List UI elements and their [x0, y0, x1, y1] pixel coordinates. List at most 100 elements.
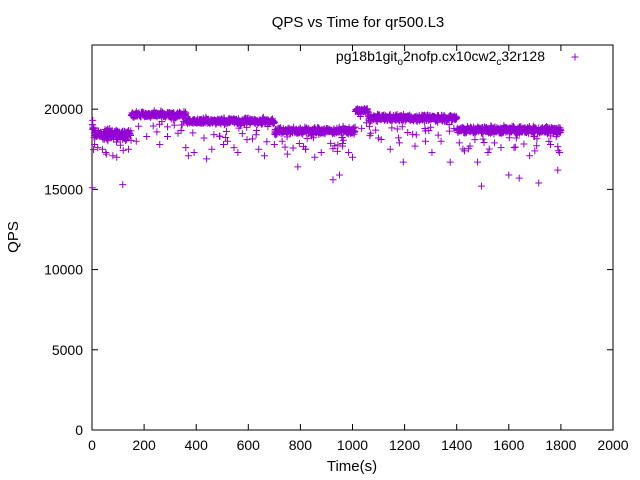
data-point	[338, 133, 346, 141]
legend-label-part: 32r128	[501, 48, 545, 64]
data-point	[445, 127, 453, 135]
data-point	[295, 140, 303, 148]
data-point	[533, 142, 541, 150]
data-point	[554, 147, 562, 155]
data-point-outlier	[437, 137, 445, 145]
y-axis: 0 5000 10000 15000 20000	[44, 101, 613, 438]
data-point-outlier	[278, 137, 286, 145]
data-point	[189, 129, 197, 137]
data-point	[554, 143, 562, 151]
data-point	[89, 123, 97, 131]
data-point-outlier	[531, 147, 539, 155]
data-point-outlier	[317, 148, 325, 156]
data-point-outlier	[497, 144, 505, 152]
data-point	[149, 122, 157, 130]
legend-label-part: 2nofp.cx10cw2	[403, 48, 497, 64]
data-point-outlier	[421, 137, 429, 145]
data-point-outlier	[556, 148, 564, 156]
data-point	[153, 128, 161, 136]
data-point	[102, 148, 110, 156]
data-point	[557, 126, 565, 134]
data-point-outlier	[220, 140, 228, 148]
data-point-outlier	[89, 116, 97, 124]
data-point	[303, 135, 311, 143]
data-point-outlier	[411, 142, 419, 150]
data-point-outlier	[156, 140, 164, 148]
data-point	[398, 123, 406, 131]
data-point-outlier	[182, 144, 190, 152]
data-point	[445, 120, 453, 128]
data-point	[327, 139, 335, 147]
x-tick-label: 1600	[493, 437, 524, 453]
data-point	[388, 124, 396, 132]
data-point	[216, 132, 224, 140]
data-point-outlier	[88, 184, 96, 192]
data-point	[263, 138, 271, 146]
y-tick-label: 20000	[44, 101, 83, 117]
data-point-outlier	[302, 145, 310, 153]
y-tick-label: 10000	[44, 262, 83, 278]
data-point	[270, 119, 278, 127]
data-point	[127, 136, 135, 144]
data-point-outlier	[113, 153, 121, 161]
data-point-outlier	[270, 140, 278, 148]
y-tick-label: 5000	[52, 342, 83, 358]
data-point-outlier	[526, 152, 534, 160]
data-point-outlier	[329, 176, 337, 184]
data-point-outlier	[395, 139, 403, 147]
data-point-outlier	[428, 148, 436, 156]
y-axis-label: QPS	[5, 221, 22, 253]
data-point	[404, 129, 412, 137]
data-point	[308, 132, 316, 140]
data-point	[104, 137, 112, 145]
data-point	[533, 135, 541, 143]
legend-label: pg18b1gito2nofp.cx10cw2c32r128	[336, 48, 545, 68]
data-point	[434, 131, 442, 139]
data-point	[545, 137, 553, 145]
data-point-outlier	[490, 139, 498, 147]
x-tick-label: 800	[289, 437, 313, 453]
data-point	[164, 123, 172, 131]
data-point-outlier	[474, 158, 482, 166]
data-point-outlier	[471, 136, 479, 144]
data-point-outlier	[119, 181, 127, 189]
data-point	[339, 136, 347, 144]
data-point	[512, 134, 520, 142]
data-point-outlier	[546, 140, 554, 148]
data-point	[466, 142, 474, 150]
data-point	[135, 122, 143, 130]
data-point	[485, 145, 493, 153]
data-point-outlier	[208, 145, 216, 153]
data-point	[350, 124, 358, 132]
data-point	[331, 142, 339, 150]
data-point-outlier	[455, 139, 463, 147]
data-point	[253, 127, 261, 135]
data-point-outlier	[335, 171, 343, 179]
data-point-outlier	[143, 132, 151, 140]
data-point	[127, 127, 135, 135]
data-point-outlier	[109, 152, 117, 160]
chart-title: QPS vs Time for qr500.L3	[272, 14, 445, 31]
data-point-outlier	[358, 124, 366, 132]
data-point-outlier	[223, 137, 231, 145]
data-point	[393, 125, 401, 133]
data-point	[178, 121, 186, 129]
data-point-outlier	[200, 134, 208, 142]
x-axis-label: Time(s)	[327, 458, 377, 475]
y-tick-label: 0	[75, 422, 83, 438]
x-tick-label: 1400	[441, 437, 472, 453]
data-point	[334, 141, 342, 149]
data-point-outlier	[132, 137, 140, 145]
data-point-outlier	[260, 152, 268, 160]
data-point-outlier	[174, 129, 182, 137]
data-point-outlier	[124, 145, 132, 153]
data-point-outlier	[102, 150, 110, 158]
x-tick-label: 2000	[597, 437, 628, 453]
data-point-outlier	[554, 166, 562, 174]
x-tick-label: 400	[185, 437, 209, 453]
data-point-outlier	[243, 136, 251, 144]
data-point	[309, 134, 317, 142]
x-tick-label: 600	[237, 437, 261, 453]
x-tick-label: 1200	[389, 437, 420, 453]
data-point-outlier	[446, 158, 454, 166]
